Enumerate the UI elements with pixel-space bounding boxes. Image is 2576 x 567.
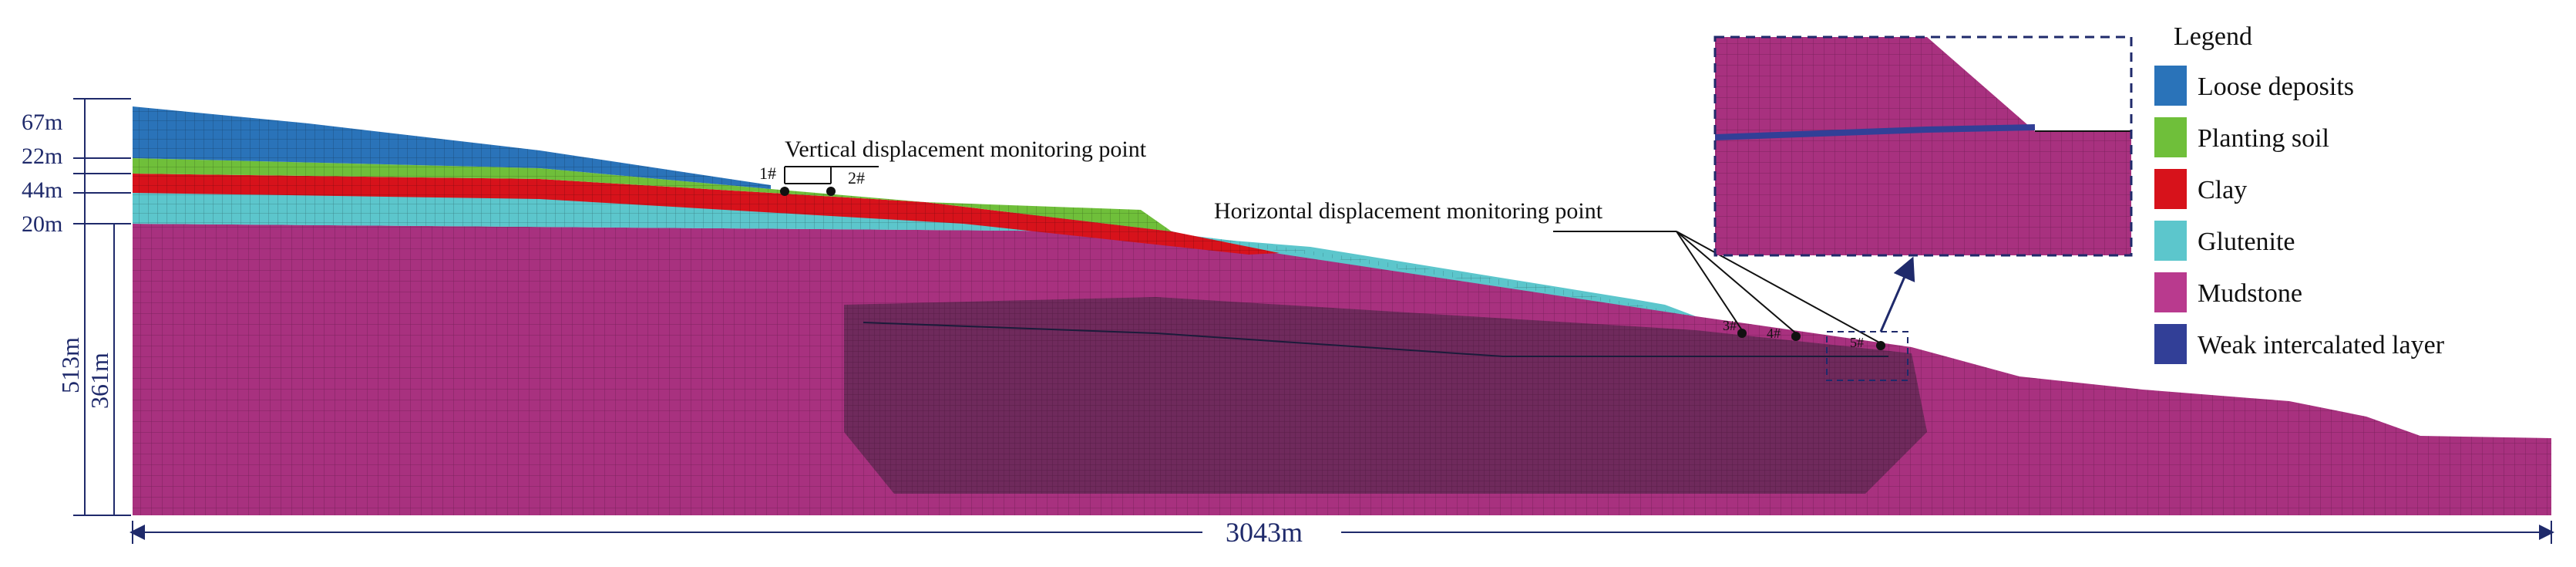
horizontal-point-5-label: 5# — [1850, 335, 1864, 350]
dim-67m: 67m — [22, 110, 62, 135]
vertical-point-1-label: 1# — [759, 164, 776, 183]
inset-weak-layer — [1715, 124, 2036, 140]
dim-361m: 361m — [86, 353, 113, 409]
vertical-point-2-marker — [826, 187, 836, 196]
inset-frame — [1713, 35, 2133, 257]
vertical-point-1-marker — [780, 187, 789, 196]
legend-swatch-0 — [2154, 66, 2187, 106]
vertical-monitoring-label: Vertical displacement monitoring point — [785, 137, 1147, 162]
legend-swatch-3 — [2154, 221, 2187, 261]
legend-label-1: Planting soil — [2198, 124, 2329, 153]
bottom-dimension: 3043m — [129, 517, 2554, 548]
dim-22m: 22m — [22, 143, 62, 169]
legend-swatch-5 — [2154, 324, 2187, 364]
vertical-monitoring-annotation: Vertical displacement monitoring point 1… — [759, 137, 1147, 196]
horizontal-point-4-marker — [1791, 332, 1801, 341]
legend-label-5: Weak intercalated layer — [2198, 331, 2445, 359]
legend-swatch-2 — [2154, 169, 2187, 209]
dim-20m: 20m — [22, 211, 62, 237]
horizontal-monitoring-annotation: Horizontal displacement monitoring point… — [1214, 198, 1915, 381]
horizontal-point-5-marker — [1876, 341, 1885, 350]
legend-label-0: Loose deposits — [2198, 73, 2354, 101]
legend-title: Legend — [2174, 22, 2252, 51]
legend-swatch-4 — [2154, 272, 2187, 312]
left-dimensions: 67m 22m 44m 20m 513m 361m — [22, 98, 131, 516]
weak-intercalated-line — [863, 322, 1888, 357]
legend-label-4: Mudstone — [2198, 279, 2302, 308]
slope-model — [133, 106, 2551, 515]
dim-3043m: 3043m — [1226, 517, 1303, 548]
horizontal-point-4-label: 4# — [1767, 326, 1781, 341]
vertical-point-2-label: 2# — [848, 168, 865, 187]
horizontal-point-3-marker — [1737, 329, 1747, 338]
legend: Legend Loose deposits Planting soil Clay Gl… — [2154, 22, 2445, 364]
inset-detail — [1713, 35, 2133, 257]
dim-44m: 44m — [22, 177, 62, 203]
legend-label-3: Glutenite — [2198, 228, 2295, 256]
horizontal-monitoring-label: Horizontal displacement monitoring point — [1214, 198, 1603, 224]
horizontal-point-3-label: 3# — [1723, 318, 1737, 333]
legend-label-2: Clay — [2198, 176, 2247, 204]
dim-513m: 513m — [56, 337, 84, 393]
legend-swatch-1 — [2154, 117, 2187, 157]
